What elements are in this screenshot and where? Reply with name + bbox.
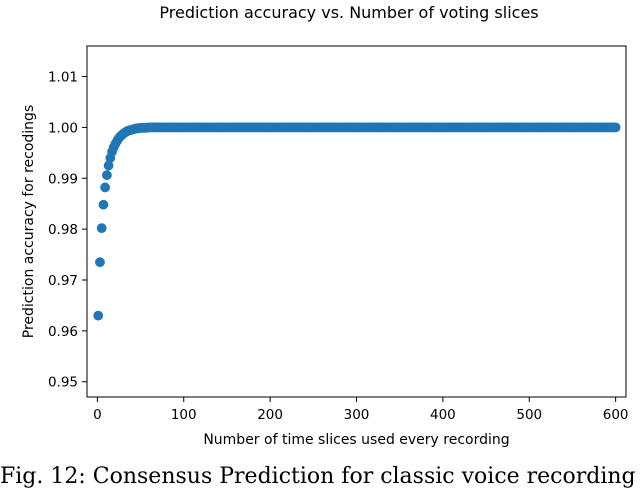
data-point — [101, 170, 112, 181]
y-tick-label: 1.01 — [48, 70, 78, 86]
x-tick-label: 300 — [344, 407, 370, 423]
data-point — [95, 257, 105, 268]
data-point — [98, 199, 109, 210]
x-tick-label: 500 — [516, 407, 542, 423]
plot-area-frame — [86, 45, 627, 398]
data-point — [96, 223, 107, 234]
y-axis-label: Prediction accuracy for recodings — [21, 105, 37, 338]
y-axis: 0.95 0.96 0.97 0.98 0.99 1.00 1.01 — [48, 70, 87, 391]
data-point — [100, 182, 111, 193]
data-point — [609, 122, 619, 133]
data-point — [93, 310, 104, 321]
y-tick-label: 0.99 — [48, 171, 78, 187]
scatter-chart: Prediction accuracy vs. Number of voting… — [21, 3, 629, 448]
x-tick-label: 0 — [93, 407, 102, 423]
x-tick-label: 600 — [603, 407, 629, 423]
chart-title: Prediction accuracy vs. Number of voting… — [159, 3, 538, 22]
x-tick-label: 200 — [257, 407, 283, 423]
data-points — [93, 122, 621, 321]
x-axis: 0 100 200 300 400 500 600 — [93, 397, 629, 423]
y-tick-label: 0.97 — [48, 273, 78, 289]
x-tick-label: 400 — [430, 407, 456, 423]
figure-caption: Fig. 12: Consensus Prediction for classi… — [0, 464, 636, 489]
y-tick-label: 0.98 — [48, 222, 78, 238]
x-axis-label: Number of time slices used every recordi… — [203, 432, 509, 448]
y-tick-label: 0.95 — [48, 375, 78, 391]
y-tick-label: 0.96 — [48, 324, 78, 340]
x-tick-label: 100 — [171, 407, 197, 423]
y-tick-label: 1.00 — [48, 120, 78, 136]
